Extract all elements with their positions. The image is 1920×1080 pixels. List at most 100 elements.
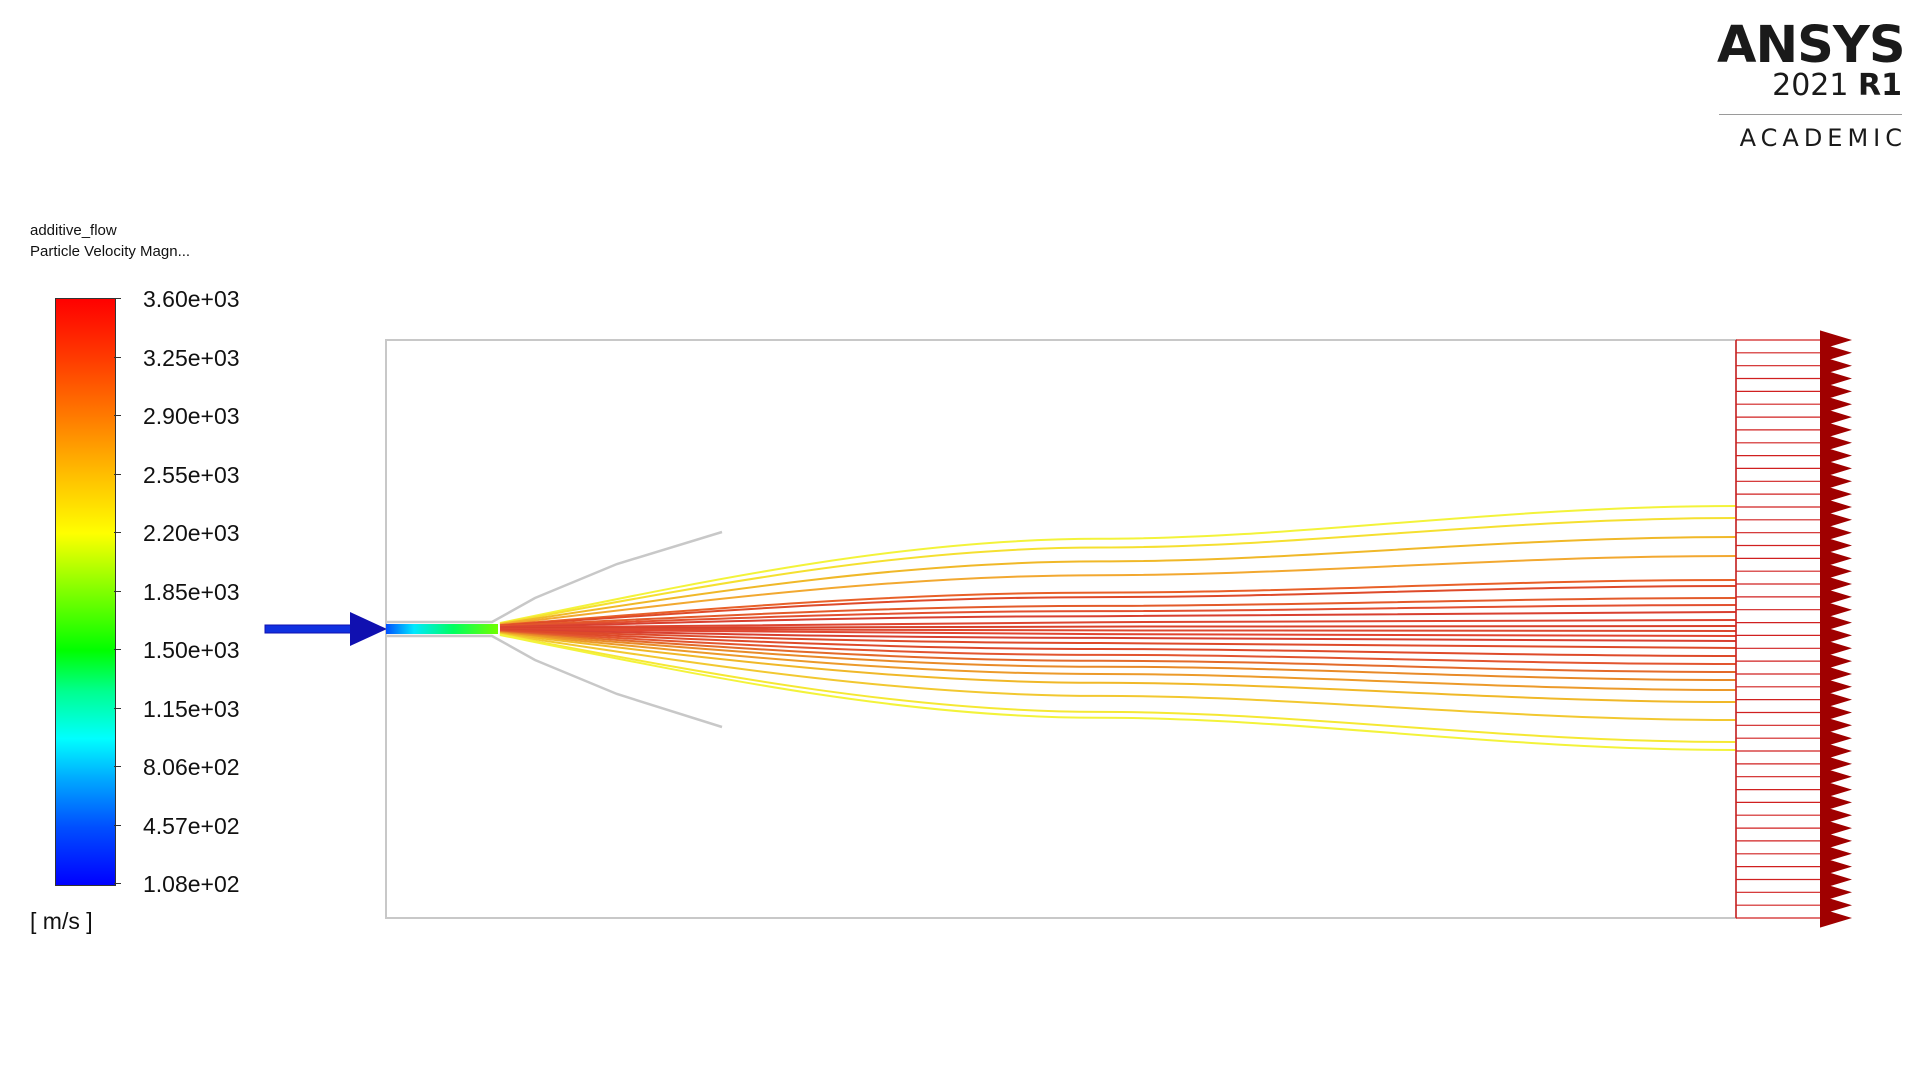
- particle-track: [499, 597, 1737, 628]
- outlet-arrowhead: [1820, 574, 1852, 594]
- colorbar-tick: [114, 708, 121, 709]
- particle-track: [499, 604, 1737, 628]
- particle-track: [499, 611, 1737, 629]
- outlet-arrowhead: [1820, 805, 1852, 825]
- outlet-arrowhead: [1820, 600, 1852, 620]
- logo-divider: [1719, 114, 1902, 115]
- particle-track: [499, 505, 1737, 624]
- outlet-arrowhead: [1820, 535, 1852, 556]
- outlet-arrowhead: [1820, 587, 1852, 607]
- outlet-arrowhead: [1820, 715, 1852, 735]
- outlet-arrowhead: [1820, 523, 1852, 543]
- particle-track: [499, 630, 1737, 673]
- outlet-arrowhead: [1820, 433, 1852, 453]
- outlet-arrowhead: [1820, 548, 1852, 568]
- outlet-arrowhead: [1820, 638, 1852, 658]
- outlet-arrowhead: [1820, 664, 1852, 684]
- outlet-arrowhead: [1820, 561, 1852, 581]
- outlet-arrowhead: [1820, 356, 1852, 376]
- particle-track: [499, 627, 1737, 632]
- colorbar-tick-label: 3.60e+03: [143, 286, 240, 312]
- particle-track: [499, 619, 1737, 629]
- colorbar-tick-label: 1.50e+03: [143, 637, 240, 663]
- particle-track: [499, 585, 1737, 627]
- logo-version-year: 2021: [1772, 68, 1849, 103]
- outlet-arrowhead: [1820, 625, 1852, 646]
- outlet-arrowhead: [1820, 612, 1852, 633]
- colorbar-tick: [114, 825, 121, 826]
- particle-track: [499, 629, 1737, 657]
- particle-track: [499, 631, 1737, 691]
- outlet-boundary: [1735, 339, 1822, 919]
- colorbar: [55, 298, 116, 886]
- outlet-arrowhead: [1820, 471, 1852, 491]
- particle-track: [499, 634, 1737, 751]
- colorbar-tick-label: 2.55e+03: [143, 462, 240, 488]
- legend-header: additive_flow Particle Velocity Magn...: [30, 220, 190, 262]
- logo-version-release: R1: [1858, 68, 1902, 103]
- colorbar-tick: [114, 591, 121, 592]
- particle-track: [499, 632, 1737, 703]
- particle-track: [499, 631, 1737, 681]
- colorbar-tick: [114, 649, 121, 650]
- colorbar-tick: [114, 766, 121, 767]
- colorbar-tick-label: 3.25e+03: [143, 345, 240, 371]
- outlet-arrowhead: [1820, 857, 1852, 877]
- outlet-arrowhead: [1820, 651, 1852, 671]
- outlet-arrowhead: [1820, 510, 1852, 530]
- outlet-arrowhead: [1820, 882, 1852, 902]
- colorbar-tick-label: 1.85e+03: [143, 579, 240, 605]
- particle-track: [499, 633, 1737, 721]
- outlet-arrowhead: [1820, 407, 1852, 427]
- colorbar-tick: [114, 357, 121, 358]
- outlet-arrowhead: [1820, 702, 1852, 723]
- particle-track: [499, 536, 1737, 625]
- outlet-arrowhead: [1820, 831, 1852, 851]
- colorbar-tick: [114, 474, 121, 475]
- colorbar-tick: [114, 532, 121, 533]
- logo-version: 2021 R1: [1717, 70, 1902, 102]
- logo-edition: ACADEMIC: [1739, 124, 1907, 152]
- outlet-arrowhead: [1820, 844, 1852, 864]
- outlet-arrowhead: [1820, 767, 1852, 787]
- colorbar-tick-label: 4.57e+02: [143, 813, 240, 839]
- outlet-arrowhead: [1820, 420, 1852, 440]
- particle-track: [499, 625, 1737, 630]
- nozzle-jet: [386, 624, 498, 634]
- outlet-arrowhead: [1820, 779, 1852, 800]
- legend-variable: Particle Velocity Magn...: [30, 243, 191, 260]
- particle-track: [499, 629, 1737, 649]
- particle-track: [499, 628, 1737, 637]
- particle-track: [499, 517, 1737, 625]
- colorbar-tick-label: 2.90e+03: [143, 403, 240, 429]
- particle-track: [499, 579, 1737, 627]
- colorbar-tick: [114, 883, 121, 884]
- inlet-arrow: [264, 612, 387, 646]
- outlet-arrowhead: [1820, 446, 1852, 466]
- outlet-arrowhead: [1820, 330, 1852, 350]
- particle-track: [499, 630, 1737, 665]
- outlet-arrowhead: [1820, 792, 1852, 812]
- ansys-logo: ANSYS 2021 R1 ACADEMIC: [1717, 16, 1906, 153]
- colorbar-tick: [114, 415, 121, 416]
- particle-track: [499, 633, 1737, 743]
- colorbar-tick-label: 1.08e+02: [143, 871, 240, 897]
- logo-brand: ANSYS: [1717, 16, 1906, 75]
- particle-track: [499, 555, 1737, 626]
- colorbar-tick: [114, 298, 121, 299]
- colorbar-tick-label: 2.20e+03: [143, 520, 240, 546]
- outlet-arrowhead: [1820, 343, 1852, 363]
- colorbar-tick-label: 1.15e+03: [143, 696, 240, 722]
- outlet-arrowhead: [1820, 754, 1852, 774]
- colorbar-tick-label: 8.06e+02: [143, 754, 240, 780]
- outlet-arrowhead: [1820, 741, 1852, 761]
- outlet-arrowhead: [1820, 484, 1852, 504]
- outlet-arrowhead: [1820, 908, 1852, 928]
- nozzle-walls: [386, 530, 723, 729]
- particle-track: [499, 628, 1737, 642]
- outlet-arrowhead: [1820, 394, 1852, 414]
- outlet-arrowhead: [1820, 677, 1852, 697]
- outlet-arrowhead: [1820, 368, 1852, 389]
